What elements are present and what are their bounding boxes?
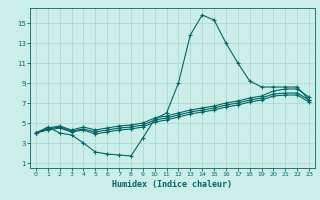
X-axis label: Humidex (Indice chaleur): Humidex (Indice chaleur) bbox=[113, 180, 233, 189]
